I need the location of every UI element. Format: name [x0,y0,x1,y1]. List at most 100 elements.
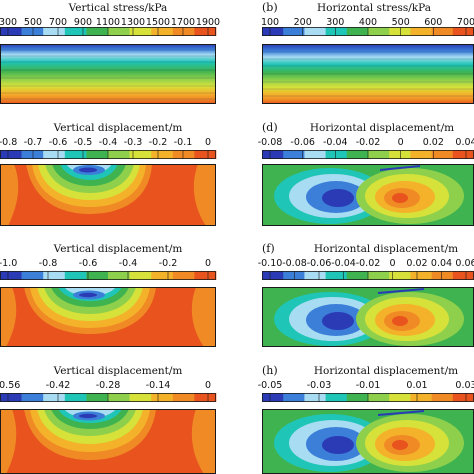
colorbar-swatch [129,150,152,159]
colorbar-swatch [452,271,474,280]
colorbar-swatch [346,27,369,36]
panel-vertical-displacement-1: Vertical displacement/m -0.8 -0.7 -0.6 -0.5… [0,122,217,226]
colorbar-swatch [129,271,152,280]
contour-lines [0,49,216,100]
colorbar-swatch [452,150,474,159]
colorbar-tick-label: 1100 [96,17,120,28]
colorbar-swatch [86,27,109,36]
colorbar-tick-labels: 300 500 700 900 1100 1300 1500 1700 1900 [0,17,220,28]
colorbar-tick-label: 0.06 [455,258,474,269]
colorbar-tick-labels: -0.08 -0.06 -0.04 -0.02 0 0.02 0.04 [258,137,474,148]
colorbar-swatch [368,150,390,159]
colorbar-swatch [64,271,87,280]
colorbar-swatch [452,393,474,402]
colorbar-swatch [304,271,326,280]
colorbar-swatch [43,271,66,280]
colorbar-swatch [86,150,109,159]
colorbar-swatch [129,393,152,402]
colorbar-tick-label: 1700 [171,17,195,28]
colorbar-swatch [172,271,195,280]
colorbar-swatch [108,271,130,280]
colorbar-tick-label: -0.02 [356,137,381,148]
colorbar-swatch [151,27,174,36]
colorbar-swatch [21,393,44,402]
colorbar-tick-label: -0.06 [307,258,332,269]
colorbar-tick-label: 700 [49,17,67,28]
colorbar-swatch [304,393,326,402]
colorbar-tick-labels: -1.0 -0.8 -0.6 -0.4 -0.2 0 [0,258,211,269]
colorbar-tick-label: 0.02 [406,258,427,269]
colorbar-swatch [410,27,432,36]
colorbar-tick-label: 200 [294,17,312,28]
colorbar-tick-label: 0.04 [455,137,474,148]
panel-title: Vertical stress/kPa [68,2,168,14]
colorbar-tick-label: 300 [0,17,17,28]
colorbar-swatch [410,150,432,159]
colorbar-swatch [283,393,305,402]
colorbar-tick-label: 0 [389,258,395,269]
colorbar-swatch [325,27,348,36]
colorbar-swatch [43,150,66,159]
colorbar-tick-labels: -0.8 -0.7 -0.6 -0.5 -0.4 -0.3 -0.2 -0.1 0 [0,137,211,148]
contour-plot-area [0,44,216,104]
colorbar-swatch [304,27,326,36]
colorbar-swatch [262,27,284,36]
panel-title: Horizontal stress/kPa [317,2,431,14]
colorbar-tick-label: -0.4 [119,258,138,269]
colorbar-swatch [389,27,411,36]
colorbar-tick-label: -0.3 [124,137,143,148]
colorbar-tick-label: -0.04 [323,137,348,148]
colorbar-swatch [389,393,411,402]
colorbar-swatch [368,393,390,402]
panel-vertical-displacement-3: Vertical displacement/m -0.56-0.42-0.28-… [0,365,217,474]
colorbar-swatch [151,150,174,159]
panel-title: Horizontal displacement/m [314,243,458,255]
colorbar-swatch [194,27,217,36]
colorbar-tick-label: -0.08 [258,137,283,148]
colorbar-swatch [283,27,305,36]
colorbar-swatch [262,150,284,159]
colorbar-swatch [129,27,152,36]
colorbar-swatch [108,150,130,159]
colorbar-tick-label: -0.8 [0,137,17,148]
colorbar [0,393,217,402]
contour-plot-area [262,44,474,104]
colorbar-tick-labels: -0.10 -0.08 -0.06 -0.04 -0.02 0 0.02 0.04 0.06 [258,258,474,269]
colorbar-swatch [389,271,411,280]
colorbar-swatch [325,150,348,159]
colorbar-tick-label: -1.0 [0,258,17,269]
colorbar-tick-label: -0.02 [356,258,381,269]
colorbar-tick-label: -0.03 [307,380,332,391]
panel-label: (b) [262,1,278,14]
colorbar-swatch [283,150,305,159]
colorbar-tick-label: 0.04 [431,258,452,269]
colorbar-swatch [346,393,369,402]
colorbar-tick-label: 400 [359,17,377,28]
panel-title: Vertical displacement/m [53,122,183,134]
colorbar-swatch [64,150,87,159]
colorbar-swatch [0,150,22,159]
colorbar-tick-label: 0 [398,137,404,148]
panel-title: Horizontal displacement/m [314,365,458,377]
colorbar-swatch [346,271,369,280]
colorbar-tick-labels: -0.05 -0.03 -0.01 0.01 0.03 [258,380,474,391]
colorbar-swatch [262,271,284,280]
colorbar-swatch [368,27,390,36]
contour-plot-area [262,409,474,474]
colorbar-swatch [262,393,284,402]
colorbar-tick-label: -0.06 [290,137,315,148]
colorbar-swatch [21,271,44,280]
colorbar-swatch [431,27,454,36]
colorbar-tick-label: 100 [261,17,279,28]
colorbar-swatch [43,393,66,402]
colorbar-swatch [0,271,22,280]
colorbar-tick-labels: 100 200 300 400 500 600 700 [261,17,474,28]
colorbar-swatch [43,27,66,36]
colorbar-tick-label: 0.01 [406,380,427,391]
colorbar [262,393,474,402]
colorbar-swatch [194,393,217,402]
panel-horizontal-stress: (b) Horizontal stress/kPa 100 200 300 400 50… [261,1,474,104]
colorbar-swatch [368,271,390,280]
colorbar-tick-label: -0.14 [146,380,171,391]
